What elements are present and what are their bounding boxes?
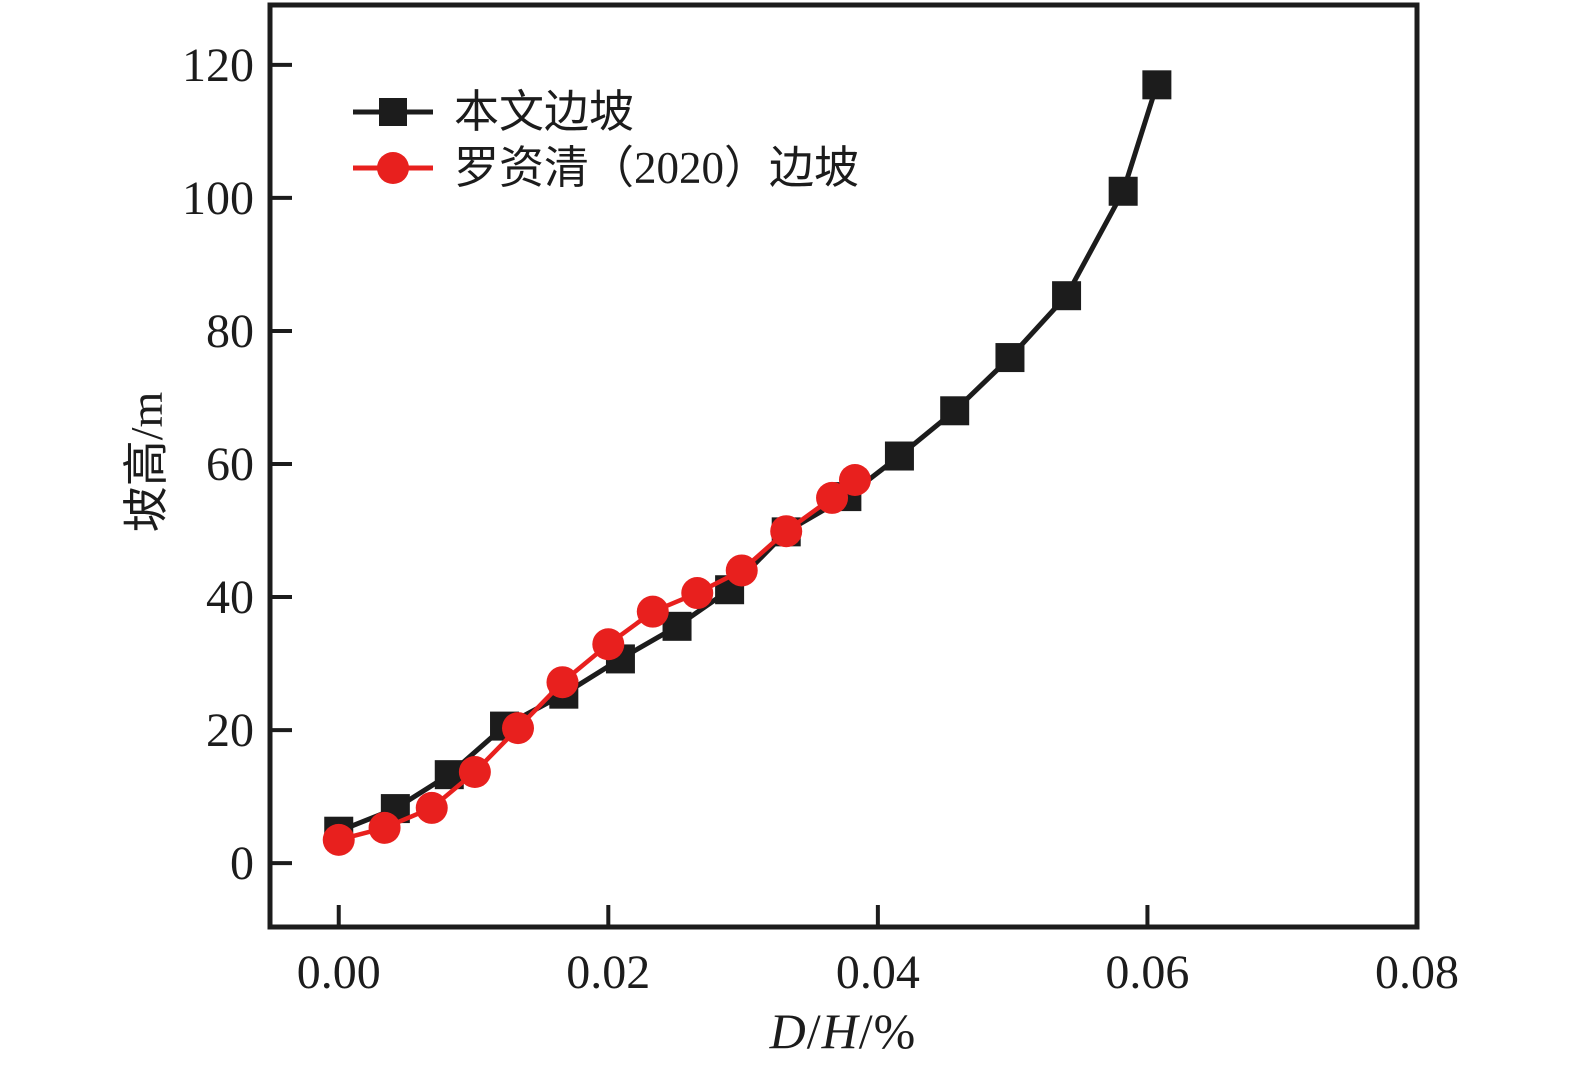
x-tick-label: 0.06 <box>1105 946 1189 999</box>
series-1-point-marker <box>770 515 803 548</box>
legend-item-benwen: 本文边坡 <box>352 84 859 140</box>
x-axis-title-h: H <box>821 1003 859 1059</box>
x-axis-title-d: D <box>769 1003 807 1059</box>
legend: 本文边坡 罗资清（2020）边坡 <box>352 84 859 196</box>
x-axis-title: D/H/% <box>770 1002 917 1060</box>
x-tick-label: 0.00 <box>297 946 381 999</box>
series-1-point-marker <box>415 791 448 824</box>
y-axis-title: 坡高/m <box>110 392 176 533</box>
x-tick-label: 0.02 <box>566 946 650 999</box>
series-1-point-marker <box>502 712 534 745</box>
y-tick-label: 80 <box>206 305 254 358</box>
x-axis-title-suffix: /% <box>858 1003 917 1059</box>
series-0-line <box>337 84 1160 834</box>
series-1-point-marker <box>592 628 625 661</box>
series-1-point-marker <box>681 577 714 610</box>
series-1-point-marker <box>838 463 871 496</box>
series-0-point-marker <box>940 396 970 426</box>
legend-swatch-square-icon <box>353 98 433 126</box>
series-0-point-marker <box>1142 70 1172 100</box>
series-0-point-marker <box>1052 281 1082 311</box>
x-axis-title-slash1: / <box>806 1003 822 1059</box>
series-1-point-marker <box>368 811 401 844</box>
x-tick-label: 0.04 <box>836 946 920 999</box>
y-tick-label: 20 <box>206 704 254 757</box>
series-0-point-marker <box>1108 176 1138 206</box>
legend-label-benwen: 本文边坡 <box>454 87 635 137</box>
series-0-point-marker <box>884 441 914 471</box>
y-tick-label: 40 <box>206 571 254 624</box>
series-1-point-marker <box>458 756 491 789</box>
legend-label-luoziqing: 罗资清（2020）边坡 <box>454 143 860 193</box>
series-1-point-marker <box>546 666 579 699</box>
y-axis-title-text: 坡高/m <box>121 391 172 533</box>
series-0-point-marker <box>995 343 1025 373</box>
series-1-point-marker <box>725 554 758 587</box>
y-tick-label: 100 <box>182 172 254 225</box>
y-tick-label: 120 <box>182 39 254 92</box>
series-1-point-marker <box>636 595 669 628</box>
x-tick-label: 0.08 <box>1375 946 1459 999</box>
legend-swatch-circle-icon <box>353 152 433 184</box>
y-tick-label: 0 <box>230 837 254 890</box>
series-1-point-marker <box>816 481 849 514</box>
legend-item-luoziqing: 罗资清（2020）边坡 <box>352 140 859 196</box>
y-tick-label: 60 <box>206 438 254 491</box>
series-1-point-marker <box>322 823 355 856</box>
